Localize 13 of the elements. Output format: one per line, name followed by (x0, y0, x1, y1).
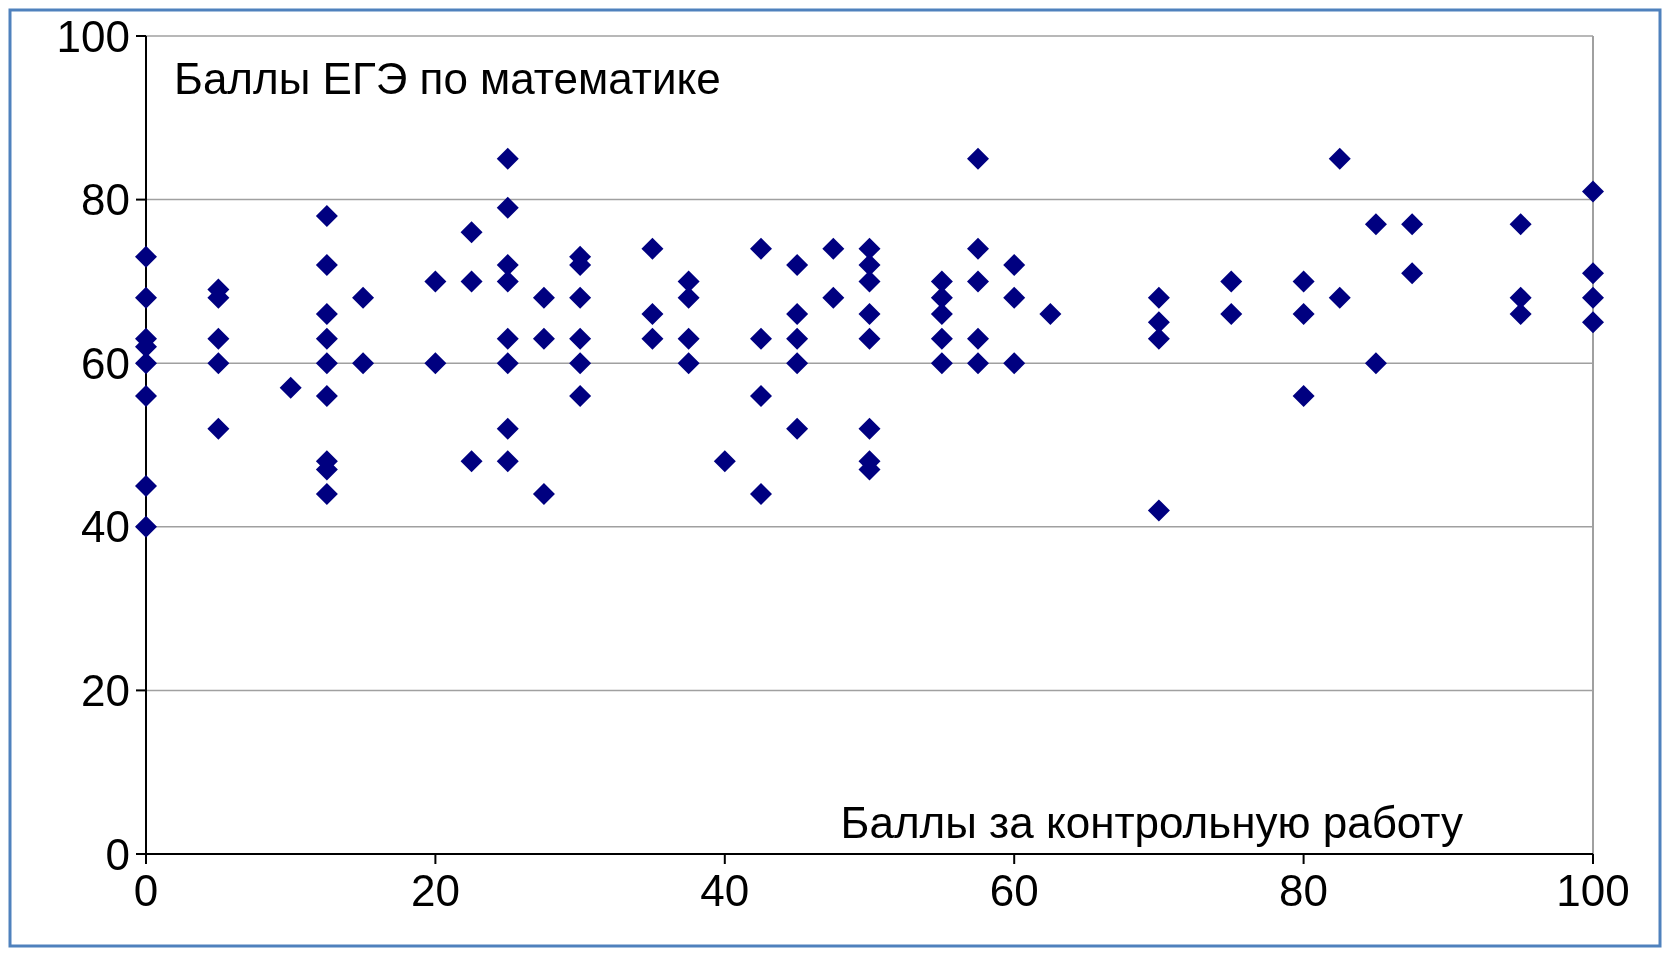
x-axis-title: Баллы за контрольную работу (840, 798, 1463, 847)
y-tick-label: 0 (105, 829, 130, 879)
y-tick-label: 20 (81, 665, 130, 715)
x-tick-label: 100 (1556, 866, 1630, 915)
chart-title: Баллы ЕГЭ по математике (174, 54, 721, 103)
x-tick-label: 60 (989, 866, 1039, 915)
x-tick-label: 80 (1279, 866, 1329, 915)
y-tick-label: 40 (81, 502, 130, 552)
y-tick-label: 60 (81, 338, 130, 388)
y-tick-label: 80 (81, 175, 130, 225)
x-tick-label: 40 (700, 866, 750, 915)
x-tick-label: 20 (410, 866, 460, 915)
y-tick-label: 100 (56, 11, 130, 61)
